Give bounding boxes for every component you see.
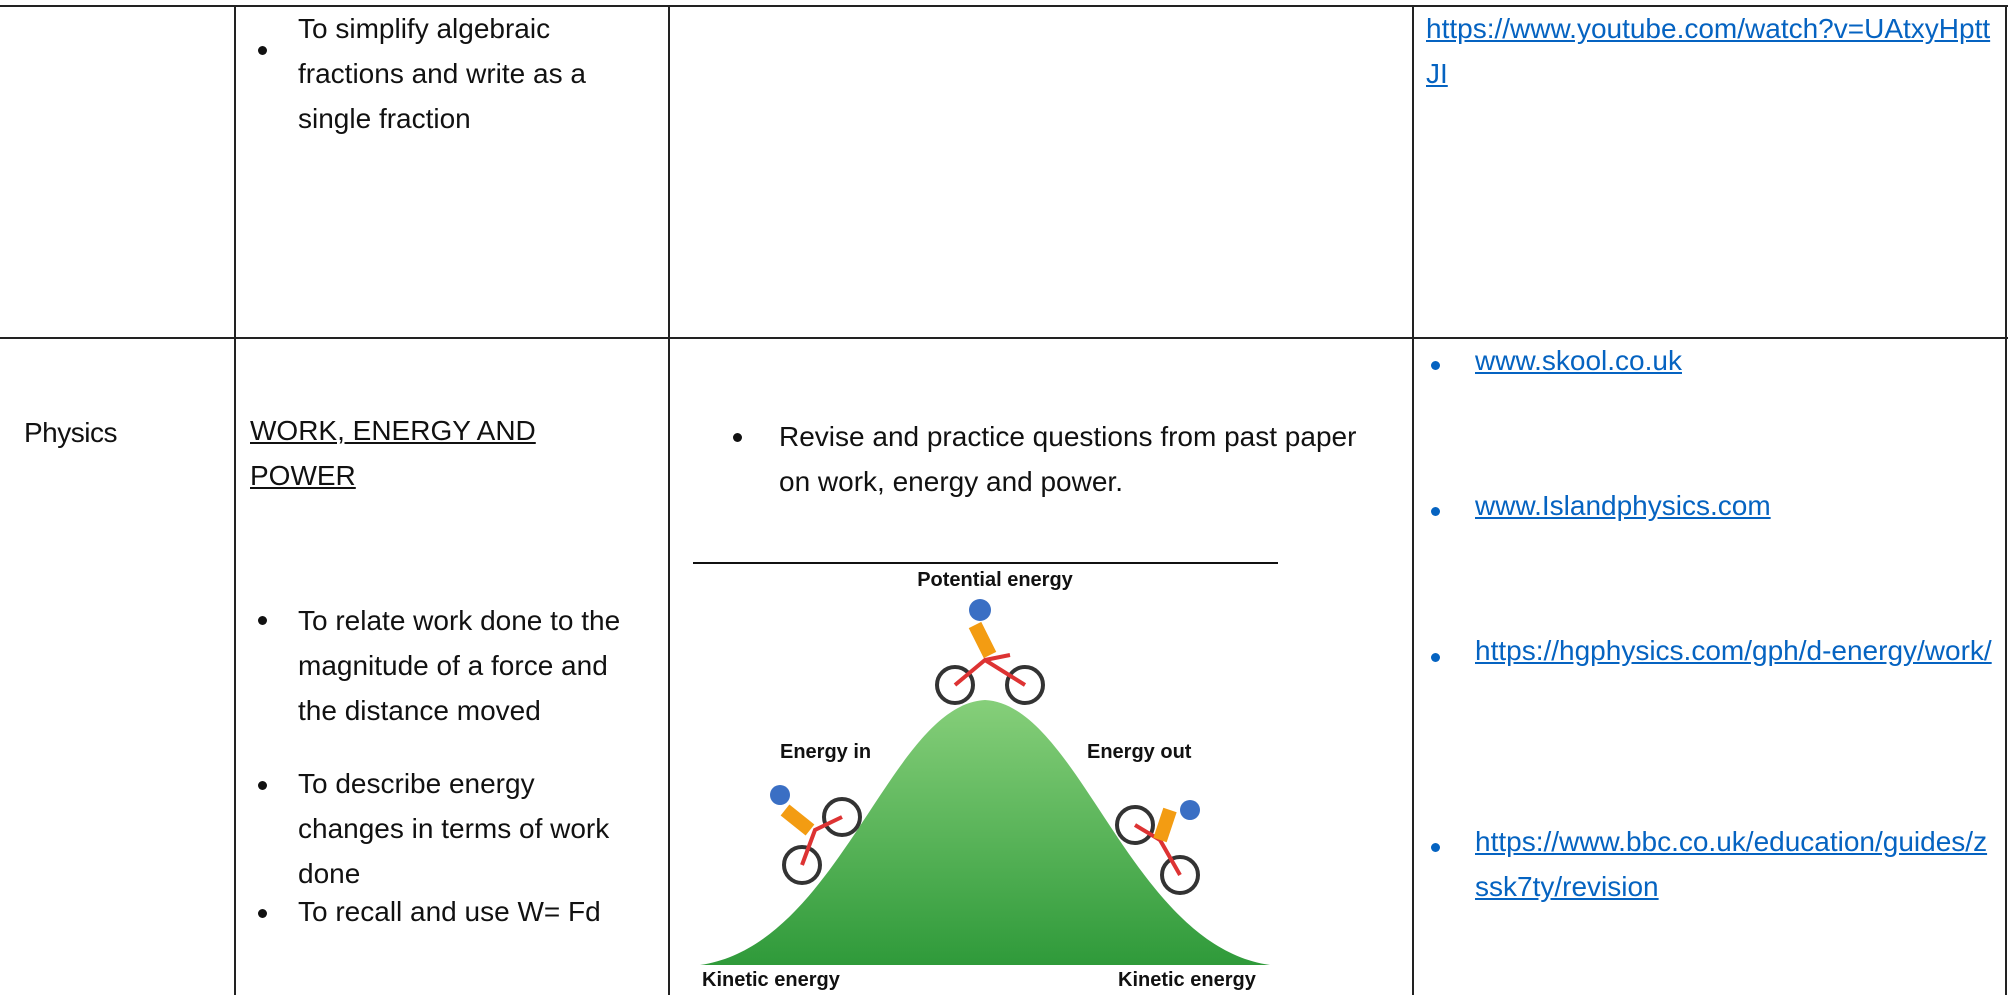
link[interactable]: https://www.youtube.com/watch?v=UAtxyHpt…	[1426, 13, 1991, 89]
link[interactable]: www.Islandphysics.com	[1475, 490, 1771, 521]
table-border	[0, 5, 2008, 7]
diagram-label: Kinetic energy	[702, 969, 841, 991]
objective: To relate work done to the magnitude of …	[298, 605, 621, 726]
bullet	[258, 616, 267, 625]
energy-diagram: Potential energy Energy in Energy out Ki…	[693, 562, 1278, 991]
bullet	[258, 909, 267, 918]
bullet	[1431, 507, 1440, 516]
objective: To recall and use W= Fd	[298, 896, 601, 927]
cyclist	[1115, 800, 1200, 895]
link-text[interactable]: https://hgphysics.com/gph/d-energy/work/	[1475, 635, 1992, 666]
diagram-label: Potential energy	[917, 569, 1073, 591]
objective: To describe energy changes in terms of w…	[298, 768, 610, 889]
diagram-label: Kinetic energy	[1118, 969, 1257, 991]
bullet	[258, 46, 267, 55]
link[interactable]: www.skool.co.uk	[1475, 345, 1682, 376]
cyclist	[770, 785, 862, 885]
topic: WORK, ENERGY AND POWER	[250, 415, 536, 491]
bullet	[1431, 843, 1440, 852]
row-border	[0, 337, 2008, 339]
column-border	[668, 5, 670, 995]
bullet	[733, 433, 742, 442]
diagram-label: Energy out	[1087, 741, 1192, 763]
diagram-label: Energy in	[780, 741, 871, 763]
link[interactable]: https://www.bbc.co.uk/education/guides/z…	[1475, 826, 1988, 902]
cyclist	[935, 599, 1045, 705]
column-border	[234, 5, 236, 995]
bullet	[258, 781, 267, 790]
bullet	[1431, 361, 1440, 370]
bullet	[1431, 653, 1440, 662]
subject: Physics	[24, 417, 117, 448]
column-border	[1412, 5, 1414, 995]
activity: Revise and practice questions from past …	[779, 421, 1357, 497]
objective: To simplify algebraic fractions and writ…	[298, 13, 586, 134]
link[interactable]: https://hgphysics.com/gph/d-energy/work/	[1475, 628, 1995, 673]
column-border	[2005, 5, 2007, 995]
hill	[700, 700, 1270, 965]
